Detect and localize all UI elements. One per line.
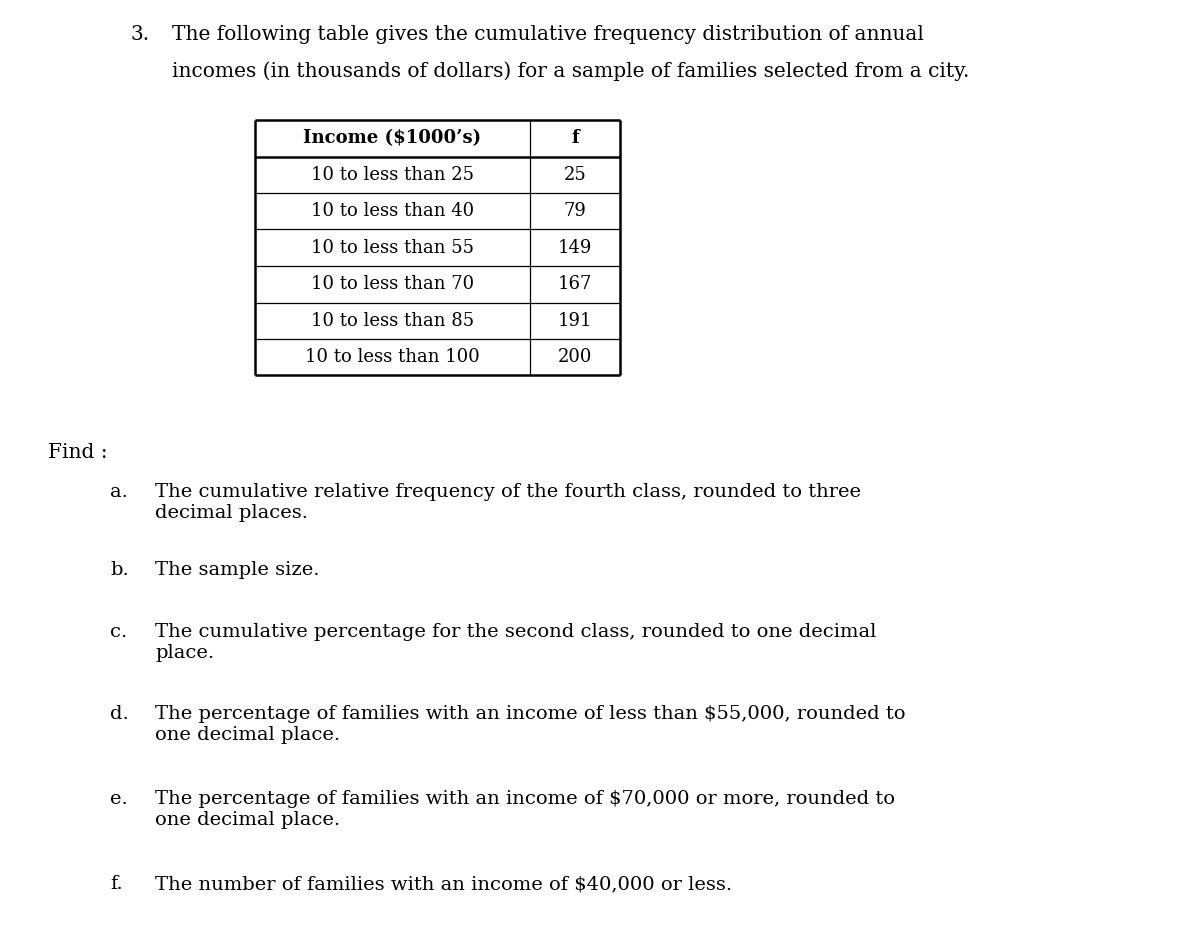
Text: c.: c.: [110, 623, 127, 641]
Text: 10 to less than 25: 10 to less than 25: [311, 166, 474, 184]
Text: a.: a.: [110, 483, 128, 501]
Text: The percentage of families with an income of less than $55,000, rounded to
one d: The percentage of families with an incom…: [155, 705, 906, 744]
Text: 3.: 3.: [130, 25, 149, 44]
Text: The cumulative percentage for the second class, rounded to one decimal
place.: The cumulative percentage for the second…: [155, 623, 876, 661]
Text: The cumulative relative frequency of the fourth class, rounded to three
decimal : The cumulative relative frequency of the…: [155, 483, 862, 522]
Text: 167: 167: [558, 276, 592, 293]
Text: incomes (in thousands of dollars) for a sample of families selected from a city.: incomes (in thousands of dollars) for a …: [172, 61, 970, 81]
Text: Find :: Find :: [48, 443, 108, 462]
Text: The following table gives the cumulative frequency distribution of annual: The following table gives the cumulative…: [172, 25, 924, 44]
Text: 200: 200: [558, 348, 592, 366]
Text: 10 to less than 40: 10 to less than 40: [311, 203, 474, 220]
Text: 10 to less than 85: 10 to less than 85: [311, 312, 474, 329]
Text: f.: f.: [110, 875, 122, 893]
Text: The number of families with an income of $40,000 or less.: The number of families with an income of…: [155, 875, 732, 893]
Text: e.: e.: [110, 790, 127, 808]
Text: b.: b.: [110, 561, 128, 579]
Text: d.: d.: [110, 705, 128, 723]
Text: 10 to less than 100: 10 to less than 100: [305, 348, 480, 366]
Text: Income ($1000’s): Income ($1000’s): [304, 130, 481, 147]
Text: 149: 149: [558, 239, 592, 257]
Text: f: f: [571, 130, 578, 147]
Text: The sample size.: The sample size.: [155, 561, 319, 579]
Text: 25: 25: [564, 166, 587, 184]
Text: 191: 191: [558, 312, 593, 329]
Text: 10 to less than 70: 10 to less than 70: [311, 276, 474, 293]
Text: 79: 79: [564, 203, 587, 220]
Text: 10 to less than 55: 10 to less than 55: [311, 239, 474, 257]
Text: The percentage of families with an income of $70,000 or more, rounded to
one dec: The percentage of families with an incom…: [155, 790, 895, 829]
